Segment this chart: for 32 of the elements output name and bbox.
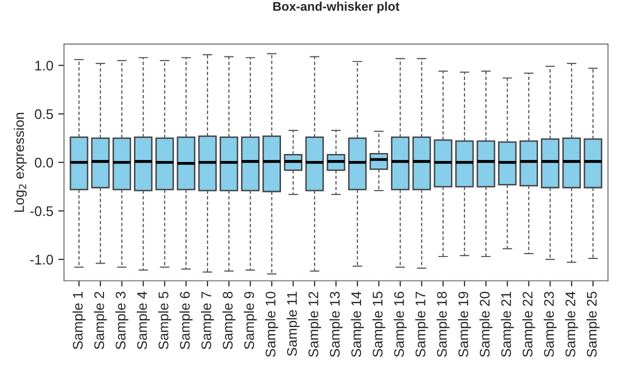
- x-tick-label: Sample 10: [265, 292, 278, 357]
- x-tick-label: Sample 5: [158, 292, 172, 350]
- y-tick-label: -0.5: [30, 206, 54, 216]
- x-tick-label: Sample 7: [201, 292, 214, 350]
- x-tick-label: Sample 11: [286, 292, 300, 356]
- x-tick-label: Sample 16: [394, 292, 407, 357]
- x-tick-label: Sample 19: [458, 292, 471, 357]
- x-tick-label: Sample 23: [544, 292, 557, 357]
- x-tick-label: Sample 2: [94, 292, 107, 350]
- x-tick-label: Sample 4: [136, 292, 150, 350]
- x-tick-label: Sample 25: [586, 292, 600, 357]
- x-tick-label: Sample 6: [180, 292, 193, 350]
- y-axis-title: Log$_{2}$ expression: [14, 112, 27, 212]
- y-tick-label: -1.0: [30, 254, 54, 265]
- x-tick-label: Sample 1: [72, 292, 86, 350]
- x-tick-label: Sample 17: [415, 292, 428, 357]
- y-tick-label: 0.0: [34, 158, 54, 168]
- y-tick-label: 0.5: [34, 109, 54, 120]
- x-tick-label: Sample 14: [350, 292, 364, 357]
- x-tick-label: Sample 21: [500, 292, 514, 357]
- x-tick-label: Sample 13: [330, 292, 342, 357]
- x-tick-label: Sample 20: [479, 292, 492, 357]
- x-tick-label: Sample 3: [115, 292, 128, 350]
- x-tick-label: Sample 15: [372, 292, 386, 357]
- x-tick-label: Sample 12: [308, 292, 322, 357]
- chart-title: Box-and-whisker plot: [273, 2, 400, 14]
- y-tick-label: 1.0: [35, 60, 54, 71]
- x-tick-label: Sample 8: [222, 292, 236, 350]
- x-tick-label: Sample 22: [522, 292, 536, 357]
- x-tick-label: Sample 9: [244, 292, 257, 350]
- x-tick-label: Sample 18: [436, 292, 450, 357]
- x-tick-label: Sample 24: [565, 292, 578, 357]
